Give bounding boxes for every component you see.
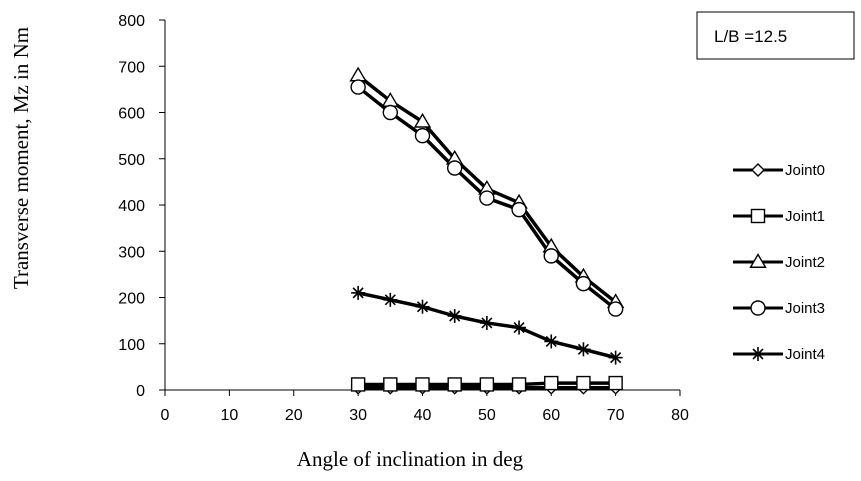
data-point-Joint4 bbox=[544, 334, 559, 349]
x-tick-label: 0 bbox=[161, 407, 170, 424]
series-layer bbox=[349, 66, 625, 395]
data-point-Joint4 bbox=[608, 350, 623, 365]
legend-label: Joint4 bbox=[785, 346, 825, 363]
legend-item: Joint4 bbox=[733, 346, 825, 363]
data-point-Joint1 bbox=[479, 377, 495, 392]
markers-Joint3 bbox=[350, 79, 624, 317]
data-point-Joint1 bbox=[415, 377, 430, 392]
legend-item: Joint2 bbox=[733, 253, 825, 271]
legend-marker-Joint1 bbox=[750, 208, 766, 224]
data-point-Joint4 bbox=[447, 309, 462, 323]
data-point-Joint3 bbox=[350, 79, 366, 95]
data-point-Joint4 bbox=[383, 292, 398, 307]
annotation-text: L/B =12.5 bbox=[714, 27, 787, 46]
y-ticks: 0 100 200 300 400 500 600 700 800 bbox=[118, 13, 165, 400]
y-tick-label: 600 bbox=[118, 106, 145, 123]
data-point-Joint3 bbox=[446, 160, 463, 176]
data-point-Joint3 bbox=[607, 301, 624, 317]
x-tick-label: 50 bbox=[478, 407, 496, 424]
data-point-Joint4 bbox=[479, 315, 494, 330]
x-axis-title: Angle of inclination in deg bbox=[297, 447, 524, 471]
legend-label: Joint1 bbox=[785, 208, 825, 225]
y-tick-label: 800 bbox=[118, 13, 145, 30]
legend-label: Joint0 bbox=[785, 162, 825, 179]
legend: Joint0 Joint1 Joint2 Joint3 Joint4 bbox=[733, 162, 825, 363]
axes bbox=[164, 20, 680, 391]
data-point-Joint4 bbox=[415, 299, 430, 314]
y-tick-label: 500 bbox=[118, 152, 145, 169]
data-point-Joint1 bbox=[576, 375, 591, 391]
markers-Joint2 bbox=[349, 66, 625, 309]
legend-item: Joint0 bbox=[733, 162, 825, 179]
data-point-Joint3 bbox=[414, 127, 431, 144]
x-tick-label: 70 bbox=[607, 407, 625, 424]
data-point-Joint3 bbox=[382, 104, 399, 121]
x-tick-label: 80 bbox=[671, 407, 689, 424]
legend-label: Joint2 bbox=[785, 254, 825, 271]
data-point-Joint4 bbox=[351, 285, 366, 300]
x-tick-label: 60 bbox=[542, 407, 560, 424]
y-tick-label: 100 bbox=[118, 337, 145, 354]
x-tick-label: 30 bbox=[349, 407, 367, 424]
data-point-Joint4 bbox=[576, 342, 591, 357]
markers-Joint4 bbox=[351, 285, 623, 365]
x-tick-label: 10 bbox=[220, 407, 238, 424]
legend-marker-Joint3 bbox=[750, 300, 766, 316]
data-point-Joint1 bbox=[544, 375, 559, 391]
data-point-Joint1 bbox=[511, 377, 527, 392]
data-point-Joint3 bbox=[479, 190, 495, 206]
data-point-Joint1 bbox=[350, 377, 366, 392]
legend-item: Joint3 bbox=[733, 300, 825, 317]
data-point-Joint1 bbox=[608, 375, 623, 391]
data-point-Joint3 bbox=[543, 248, 559, 264]
y-axis-title: Transverse moment, Mz in Nm bbox=[9, 27, 33, 289]
annotation-frame bbox=[696, 11, 855, 60]
data-point-Joint3 bbox=[511, 201, 527, 218]
legend-label: Joint3 bbox=[785, 300, 825, 317]
y-tick-label: 700 bbox=[118, 59, 145, 76]
legend-item: Joint1 bbox=[733, 208, 825, 225]
data-point-Joint2 bbox=[413, 112, 432, 128]
y-tick-label: 200 bbox=[118, 291, 145, 308]
markers-Joint1 bbox=[350, 375, 623, 392]
data-point-Joint1 bbox=[383, 377, 398, 392]
legend-marker-Joint4 bbox=[751, 347, 765, 361]
x-ticks: 0 10 20 30 40 50 60 70 80 bbox=[161, 390, 689, 424]
y-tick-label: 300 bbox=[118, 244, 145, 261]
legend-marker-Joint2 bbox=[749, 253, 767, 268]
data-point-Joint3 bbox=[575, 275, 592, 292]
x-tick-label: 40 bbox=[414, 407, 432, 424]
y-tick-label: 0 bbox=[136, 383, 145, 400]
data-point-Joint1 bbox=[447, 377, 462, 392]
data-point-Joint4 bbox=[512, 320, 527, 335]
legend-marker-Joint0 bbox=[751, 163, 765, 177]
x-tick-label: 20 bbox=[285, 407, 303, 424]
y-tick-label: 400 bbox=[118, 198, 145, 215]
annotation-box: L/B =12.5 bbox=[696, 11, 855, 60]
data-point-Joint2 bbox=[349, 66, 367, 82]
